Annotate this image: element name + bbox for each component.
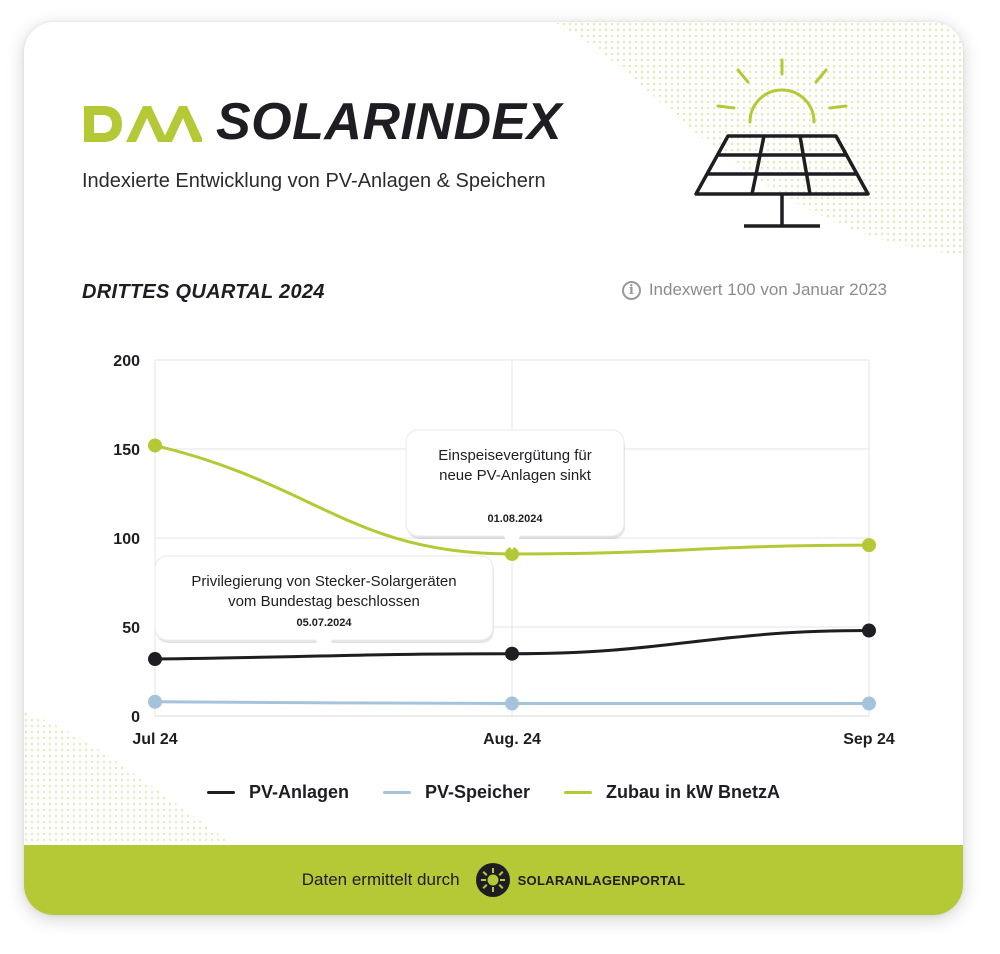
x-tick-label: Sep 24	[843, 731, 895, 748]
data-point	[505, 547, 519, 562]
data-point	[148, 694, 162, 709]
callout-pointer	[315, 639, 333, 652]
callout-text: Privilegierung von Stecker-Solargeräten	[191, 573, 456, 590]
brand-title: SOLARINDEX	[216, 93, 562, 151]
dotted-wave-decoration	[554, 22, 963, 254]
callout-text: Einspeisevergütung für	[438, 447, 591, 464]
chart-legend: PV-Anlagen PV-Speicher Zubau in kW Bnetz…	[24, 782, 963, 803]
y-tick-label: 200	[113, 353, 140, 370]
data-point	[862, 696, 876, 711]
subtitle: Indexierte Entwicklung von PV-Anlagen & …	[82, 170, 546, 192]
callout-text: neue PV-Anlagen sinkt	[439, 467, 592, 484]
callout-date: 01.08.2024	[487, 513, 543, 525]
callout-date: 05.07.2024	[296, 617, 352, 629]
legend-item-pv-anlagen[interactable]: PV-Anlagen	[206, 782, 349, 803]
footer-text: Daten ermittelt durch	[301, 870, 460, 889]
legend-swatch	[564, 791, 593, 794]
solarindex-card: SOLARINDEX Indexierte Entwicklung von PV…	[24, 22, 963, 915]
daa-logo-icon	[84, 106, 202, 142]
legend-label: PV-Anlagen	[248, 782, 349, 802]
portal-name: SOLARANLAGENPORTAL	[517, 872, 686, 888]
info-icon[interactable]: i	[621, 280, 641, 300]
legend-item-pv-speicher[interactable]: PV-Speicher	[382, 782, 531, 803]
legend-item-zubau[interactable]: Zubau in kW BnetzA	[564, 782, 780, 803]
callout-text: vom Bundestag beschlossen	[228, 593, 420, 610]
data-point	[505, 696, 519, 711]
footer: Daten ermittelt durch SOLARANLAGENPORTAL	[24, 845, 963, 915]
callout-einspeiseverguetung: Einspeisevergütung für neue PV-Anlagen si…	[405, 429, 625, 550]
y-tick-label: 50	[122, 620, 140, 637]
data-point	[862, 623, 876, 638]
index-note: i Indexwert 100 von Januar 2023	[621, 280, 887, 300]
data-point	[148, 652, 162, 667]
solaranlagenportal-logo-icon	[475, 863, 510, 897]
y-tick-label: 0	[131, 709, 140, 726]
y-tick-label: 150	[113, 442, 140, 459]
callout-privilegierung: Privilegierung von Stecker-Solargeräten v…	[154, 555, 494, 652]
solaranlagenportal-link[interactable]: SOLARANLAGENPORTAL	[475, 863, 686, 897]
data-point	[862, 538, 876, 553]
solar-panel-icon	[694, 58, 870, 228]
legend-label: Zubau in kW BnetzA	[606, 782, 781, 802]
x-tick-label: Jul 24	[132, 731, 177, 748]
legend-swatch	[382, 791, 411, 794]
index-note-text: Indexwert 100 von Januar 2023	[648, 280, 887, 299]
data-point	[505, 646, 519, 661]
data-point	[148, 438, 162, 453]
sun-icon	[716, 58, 848, 124]
callout-pointer	[503, 535, 521, 550]
daa-logo	[82, 100, 202, 148]
x-tick-label: Aug. 24	[483, 731, 541, 748]
quarter-label: DRITTES QUARTAL 2024	[82, 281, 325, 303]
dotted-wave-decoration-bottom	[24, 712, 244, 852]
line-chart: 0 50 100 150 200 Jul 24 Aug. 24 Sep 24 Einspeise…	[113, 353, 895, 748]
y-tick-label: 100	[113, 531, 140, 548]
legend-swatch	[206, 791, 235, 794]
legend-label: PV-Speicher	[424, 782, 531, 802]
